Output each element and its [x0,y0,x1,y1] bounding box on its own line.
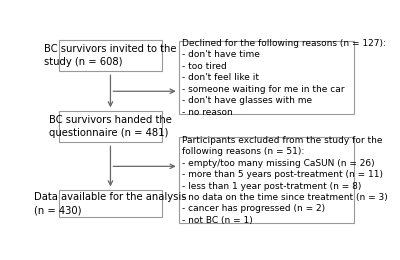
FancyBboxPatch shape [59,190,162,217]
FancyBboxPatch shape [179,41,354,114]
FancyBboxPatch shape [179,137,354,223]
Text: Data available for the analysis
(n = 430): Data available for the analysis (n = 430… [34,192,187,215]
FancyBboxPatch shape [59,40,162,71]
Text: Participants excluded from the study for the
following reasons (n = 51):
- empty: Participants excluded from the study for… [182,136,388,225]
Text: BC survivors invited to the
study (n = 608): BC survivors invited to the study (n = 6… [44,44,177,67]
FancyBboxPatch shape [59,111,162,142]
Text: Declined for the following reasons (n = 127):
- don't have time
- too tired
- do: Declined for the following reasons (n = … [182,39,386,116]
Text: BC survivors handed the
questionnaire (n = 481): BC survivors handed the questionnaire (n… [49,115,172,138]
